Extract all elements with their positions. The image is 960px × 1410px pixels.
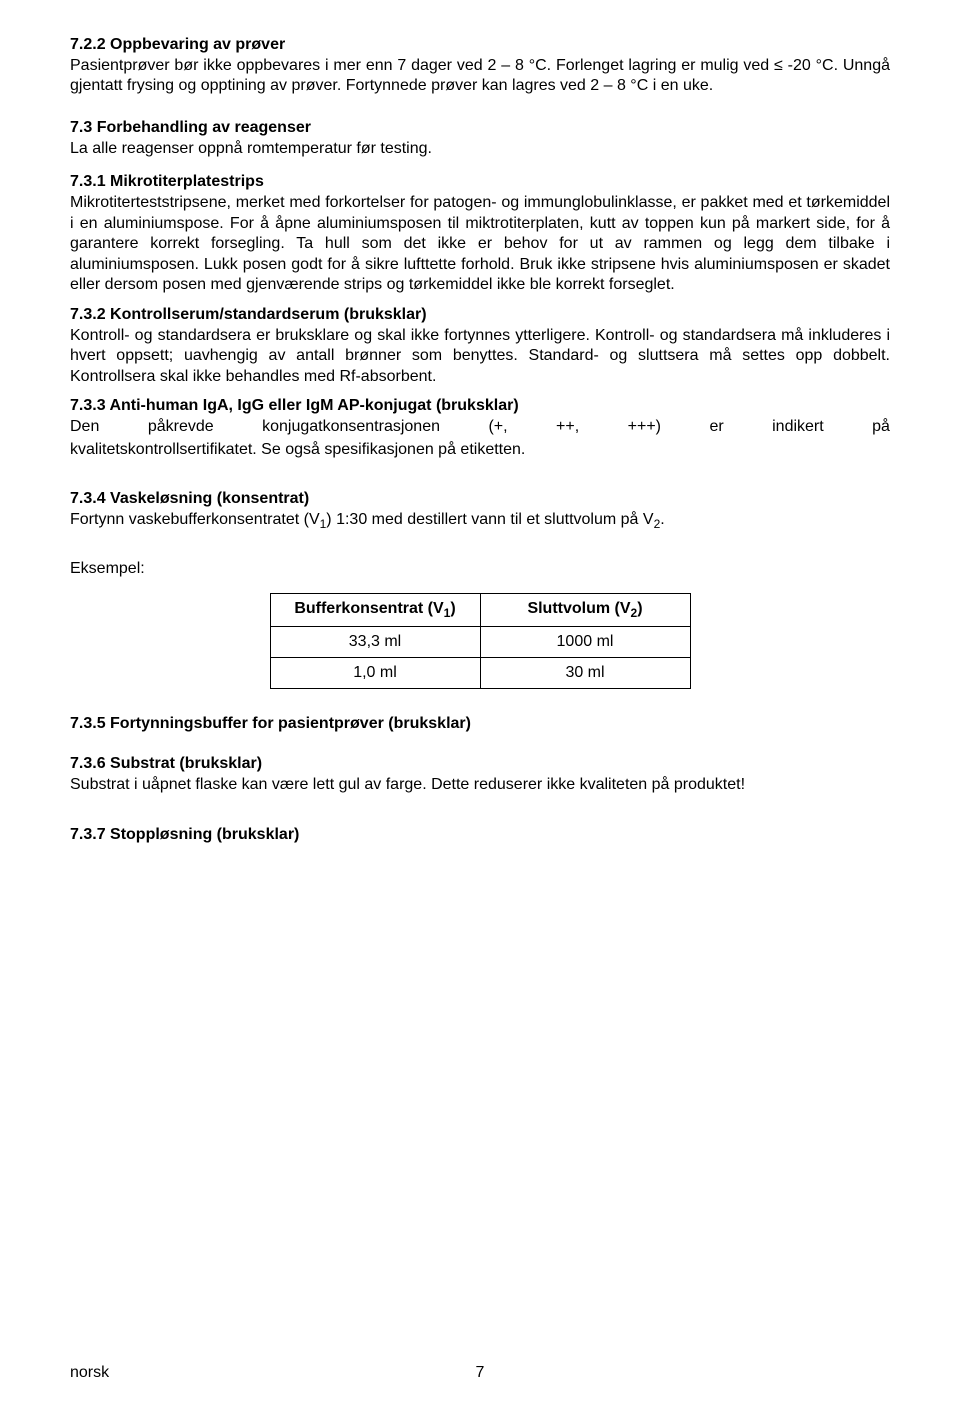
tok-3: (+, bbox=[488, 417, 507, 437]
p734-mid: ) 1:30 med destillert vann til et sluttv… bbox=[326, 511, 653, 528]
heading-734: 7.3.4 Vaskeløsning (konsentrat) bbox=[70, 490, 890, 508]
tok-4: ++, bbox=[556, 417, 579, 437]
buffer-table-wrap: Bufferkonsentrat (V1) Sluttvolum (V2) 33… bbox=[70, 593, 890, 689]
table-row: 1,0 ml 30 ml bbox=[270, 658, 690, 689]
tok-0: Den bbox=[70, 417, 99, 437]
table-header-row: Bufferkonsentrat (V1) Sluttvolum (V2) bbox=[270, 594, 690, 627]
heading-732: 7.3.2 Kontrollserum/standardserum (bruks… bbox=[70, 306, 890, 324]
tok-7: indikert bbox=[772, 417, 824, 437]
heading-731: 7.3.1 Mikrotiterplatestrips bbox=[70, 173, 890, 191]
footer-page-number: 7 bbox=[476, 1364, 485, 1382]
page-footer: norsk 7 bbox=[70, 1364, 890, 1382]
heading-73: 7.3 Forbehandling av reagenser bbox=[70, 119, 890, 137]
heading-722: 7.2.2 Oppbevaring av prøver bbox=[70, 36, 890, 54]
col1-header: Bufferkonsentrat (V1) bbox=[270, 594, 480, 627]
heading-737: 7.3.7 Stoppløsning (bruksklar) bbox=[70, 826, 890, 844]
col1-close: ) bbox=[450, 600, 455, 617]
tok-2: konjugatkonsentrasjonen bbox=[262, 417, 440, 437]
example-label: Eksempel: bbox=[70, 559, 890, 579]
tok-8: på bbox=[872, 417, 890, 437]
heading-733: 7.3.3 Anti-human IgA, IgG eller IgM AP-k… bbox=[70, 397, 890, 415]
col2-label: Sluttvolum (V bbox=[527, 600, 630, 617]
table-row: 33,3 ml 1000 ml bbox=[270, 627, 690, 658]
para-736-1: Substrat i uåpnet flaske kan være lett g… bbox=[70, 775, 890, 795]
col2-header: Sluttvolum (V2) bbox=[480, 594, 690, 627]
cell-0-1: 1000 ml bbox=[480, 627, 690, 658]
para-731-1: Mikrotiterteststripsene, merket med fork… bbox=[70, 193, 890, 295]
buffer-table: Bufferkonsentrat (V1) Sluttvolum (V2) 33… bbox=[270, 593, 691, 689]
col1-label: Bufferkonsentrat (V bbox=[294, 600, 443, 617]
para-732-1: Kontroll- og standardsera er bruksklare … bbox=[70, 326, 890, 387]
tok-6: er bbox=[709, 417, 723, 437]
cell-1-1: 30 ml bbox=[480, 658, 690, 689]
heading-736: 7.3.6 Substrat (bruksklar) bbox=[70, 755, 890, 773]
p734-suffix: . bbox=[660, 511, 664, 528]
cell-1-0: 1,0 ml bbox=[270, 658, 480, 689]
tok-1: påkrevde bbox=[148, 417, 214, 437]
tok-5: +++) bbox=[628, 417, 661, 437]
col2-close: ) bbox=[637, 600, 642, 617]
para-734-1: Fortynn vaskebufferkonsentratet (V1) 1:3… bbox=[70, 510, 890, 533]
para-733-2: kvalitetskontrollsertifikatet. Se også s… bbox=[70, 440, 890, 460]
cell-0-0: 33,3 ml bbox=[270, 627, 480, 658]
para-722-1: Pasientprøver bør ikke oppbevares i mer … bbox=[70, 56, 890, 97]
footer-lang: norsk bbox=[70, 1364, 109, 1382]
para-73-1: La alle reagenser oppnå romtemperatur fø… bbox=[70, 139, 890, 159]
para-733-line1: Den påkrevde konjugatkonsentrasjonen (+,… bbox=[70, 417, 890, 437]
p734-prefix: Fortynn vaskebufferkonsentratet (V bbox=[70, 511, 320, 528]
heading-735: 7.3.5 Fortynningsbuffer for pasientprøve… bbox=[70, 715, 890, 733]
